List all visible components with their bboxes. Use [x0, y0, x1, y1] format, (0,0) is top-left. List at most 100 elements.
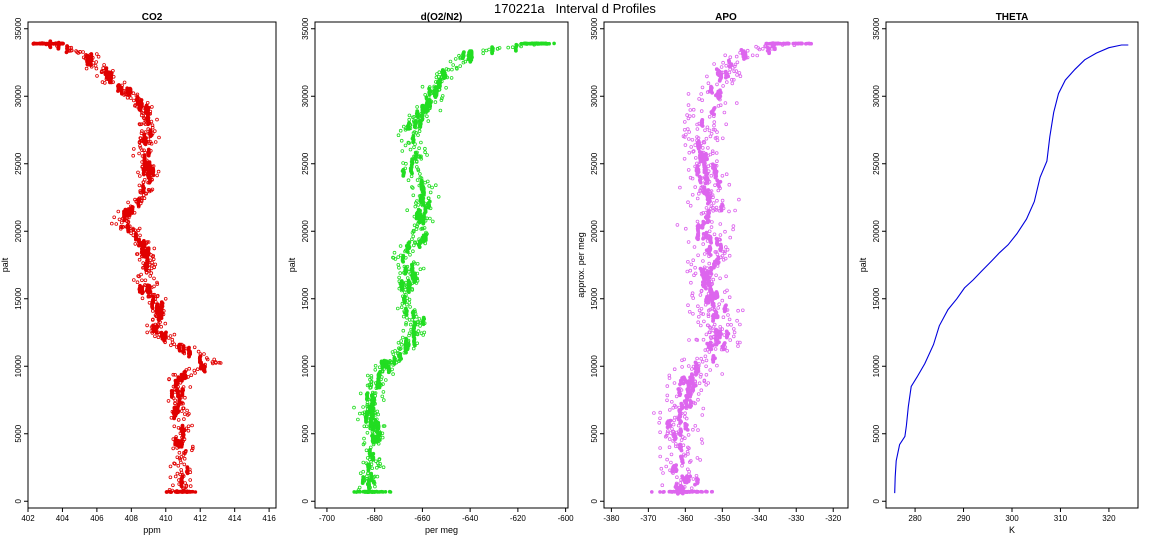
data-point — [403, 265, 408, 270]
data-point — [675, 475, 679, 480]
data-point — [658, 446, 662, 450]
data-point — [713, 128, 717, 132]
data-point — [182, 370, 187, 375]
data-point — [195, 367, 200, 372]
data-point — [695, 127, 700, 131]
data-point — [143, 261, 148, 266]
data-point — [135, 252, 139, 256]
data-point — [141, 115, 146, 120]
data-point — [490, 45, 495, 50]
data-point — [695, 219, 700, 224]
data-point — [426, 119, 431, 123]
data-point — [358, 471, 363, 476]
data-point — [701, 219, 706, 224]
data-point — [435, 72, 439, 76]
data-point — [724, 303, 728, 308]
data-point — [696, 304, 700, 309]
data-point — [147, 283, 152, 288]
data-point — [673, 405, 678, 409]
data-point — [362, 489, 367, 494]
data-point — [408, 253, 412, 257]
data-point — [411, 346, 416, 351]
data-point — [412, 130, 417, 134]
data-point — [133, 228, 137, 233]
data-point — [688, 268, 693, 273]
data-point — [105, 70, 110, 74]
data-point — [163, 321, 168, 326]
y-tick-label: 25000 — [14, 152, 23, 175]
data-point — [367, 462, 371, 467]
data-point — [145, 116, 150, 121]
data-point — [94, 60, 99, 64]
data-point — [373, 367, 378, 372]
data-point — [413, 150, 418, 155]
x-tick-label: 416 — [262, 514, 276, 523]
data-point — [439, 98, 444, 102]
data-point — [410, 237, 414, 242]
data-point — [358, 391, 363, 396]
data-point — [140, 148, 144, 153]
data-point — [700, 441, 705, 445]
data-point — [381, 465, 386, 470]
data-point — [685, 449, 690, 454]
data-point — [150, 294, 155, 299]
data-point — [416, 207, 421, 212]
data-point — [142, 148, 146, 153]
data-point — [734, 54, 739, 59]
data-point — [173, 461, 177, 466]
data-point — [451, 63, 456, 67]
data-point — [730, 81, 735, 86]
data-point — [530, 41, 534, 46]
data-point — [411, 115, 415, 120]
data-point — [376, 420, 381, 425]
data-point — [691, 477, 696, 481]
data-point — [418, 172, 422, 176]
data-point — [188, 478, 193, 482]
data-point — [705, 323, 710, 328]
data-point — [695, 196, 700, 201]
data-point — [705, 266, 709, 271]
data-point — [668, 418, 673, 423]
data-point — [137, 151, 141, 156]
data-point — [172, 332, 177, 337]
data-point — [171, 446, 176, 451]
data-point — [699, 306, 704, 311]
data-point — [101, 66, 105, 70]
data-point — [419, 154, 423, 159]
data-point — [95, 74, 99, 78]
data-point — [65, 44, 70, 49]
data-point — [732, 69, 736, 74]
data-point — [418, 267, 423, 272]
data-point — [693, 156, 698, 160]
data-point — [446, 67, 451, 72]
y-tick-label: 15000 — [590, 287, 599, 310]
y-tick-label: 0 — [872, 498, 881, 503]
data-point — [420, 84, 425, 89]
data-point — [198, 354, 203, 359]
data-point — [673, 444, 678, 449]
data-point — [658, 416, 662, 421]
data-point — [732, 64, 737, 69]
data-point — [403, 306, 408, 311]
data-point — [406, 278, 411, 283]
data-point — [361, 475, 366, 479]
data-point — [381, 490, 385, 494]
data-point — [652, 411, 656, 415]
data-point — [704, 136, 709, 141]
data-point — [138, 190, 143, 195]
data-point — [458, 64, 463, 68]
data-point — [699, 92, 703, 96]
data-point — [408, 305, 412, 309]
data-point — [735, 73, 739, 77]
data-point — [357, 411, 362, 416]
data-point — [708, 340, 713, 345]
data-point — [153, 140, 158, 144]
data-point — [701, 259, 705, 263]
data-point — [183, 449, 188, 454]
data-point — [410, 269, 415, 274]
data-point — [706, 81, 711, 85]
data-point — [715, 138, 720, 143]
data-point — [151, 254, 156, 258]
data-point — [714, 169, 719, 174]
